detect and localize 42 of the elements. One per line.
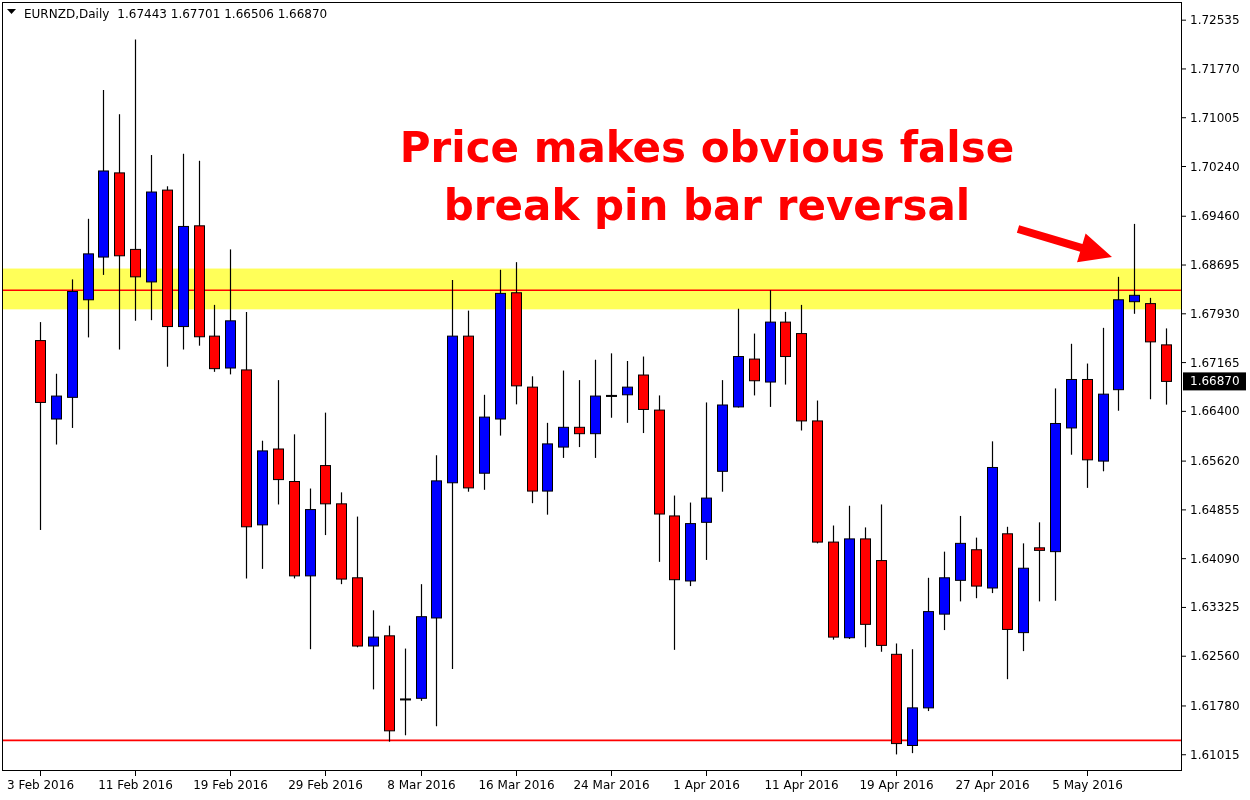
y-tick-label: 1.67165 [1190,355,1240,370]
x-tick-label: 1 Apr 2016 [673,778,740,792]
annotation: Price makes obvious false break pin bar reversal [399,123,1015,230]
candlestick [51,373,62,446]
y-tick-label: 1.71005 [1190,110,1240,125]
y-tick-label: 1.64855 [1190,502,1240,517]
y-tick-label: 1.69460 [1190,209,1240,224]
x-tick-label: 19 Feb 2016 [193,778,268,792]
y-tick-label: 1.62560 [1190,649,1240,664]
x-tick-label: 8 Mar 2016 [387,778,456,792]
candlestick [558,369,569,459]
x-tick-label: 27 Apr 2016 [955,778,1030,792]
x-tick-label: 5 May 2016 [1052,778,1123,792]
y-tick-label: 1.64090 [1190,551,1240,566]
y-tick-label: 1.66400 [1190,404,1240,419]
candlestick [622,360,633,424]
text: 1.67443 1.67701 1.66506 1.66870 [117,7,328,21]
candlestick [1129,223,1140,315]
x-tick-label: 24 Mar 2016 [573,778,650,792]
y-tick-label: 1.67930 [1190,306,1240,321]
y-tick-label: 1.70240 [1190,159,1240,174]
y-tick-label: 1.61780 [1190,698,1240,713]
y-tick-label: 1.68695 [1190,258,1240,273]
x-tick-label: 16 Mar 2016 [478,778,555,792]
candlestick [400,647,411,736]
x-tick-label: 3 Feb 2016 [6,778,75,792]
y-tick-label: 1.71770 [1190,61,1240,76]
x-tick-label: 19 Apr 2016 [859,778,934,792]
y-tick-label: 1.63325 [1190,600,1240,615]
candlestick [749,332,760,397]
text: 1.66870 [1190,374,1240,389]
candlestick [1034,521,1045,602]
candlestick [606,352,617,419]
x-tick-label: 11 Feb 2016 [98,778,173,792]
y-tick-label: 1.72535 [1190,13,1240,28]
candlestick [368,609,379,690]
x-tick-label: 29 Feb 2016 [288,778,363,792]
y-tick-label: 1.61015 [1190,747,1240,762]
candlestick [574,379,585,448]
text: EURNZD,Daily [24,7,110,21]
y-tick-label: 1.65620 [1190,454,1240,469]
x-tick-label: 11 Apr 2016 [764,778,839,792]
